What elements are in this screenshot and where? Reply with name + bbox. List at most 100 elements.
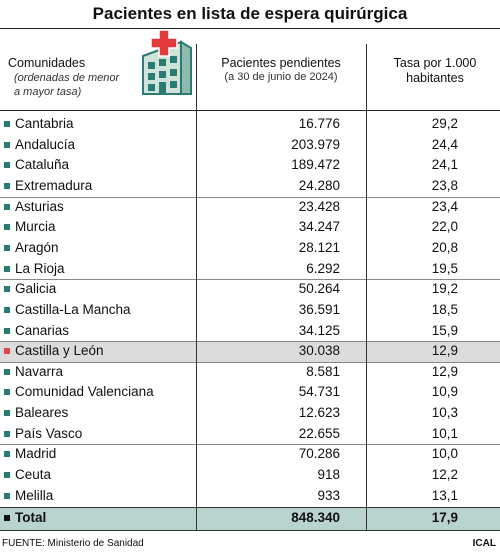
bullet bbox=[4, 348, 10, 355]
total-rate: 17,9 bbox=[431, 510, 458, 526]
bullet bbox=[4, 121, 10, 127]
bullet bbox=[4, 410, 10, 417]
row-rate: 10,0 bbox=[431, 446, 458, 462]
row-name: Asturias bbox=[15, 198, 64, 214]
row-rate: 10,1 bbox=[431, 425, 458, 441]
bullet bbox=[4, 306, 10, 313]
title-rule bbox=[0, 28, 500, 29]
bullet bbox=[4, 515, 10, 522]
row-name: Canarias bbox=[15, 322, 70, 338]
row-rule bbox=[0, 361, 500, 363]
row-patients: 6.292 bbox=[306, 260, 340, 276]
row-name: Comunidad Valenciana bbox=[15, 384, 154, 400]
row-name: Castilla-La Mancha bbox=[15, 301, 131, 317]
row-patients: 30.038 bbox=[298, 343, 340, 359]
row-rate: 12,9 bbox=[431, 363, 458, 379]
bullet bbox=[4, 141, 10, 148]
source: FUENTE: Ministerio de Sanidad bbox=[2, 538, 144, 549]
bullet bbox=[4, 203, 10, 210]
row-rule bbox=[0, 196, 500, 198]
credit: ICAL bbox=[472, 538, 496, 549]
bullet bbox=[4, 286, 10, 293]
row-patients: 24.280 bbox=[298, 177, 340, 193]
col-title: Pacientes pendientes bbox=[221, 56, 341, 70]
bullet bbox=[4, 492, 10, 499]
row-name: Navarra bbox=[15, 363, 64, 379]
highlight-row bbox=[0, 341, 500, 362]
row-rate: 12,9 bbox=[431, 343, 458, 359]
total-label: Total bbox=[15, 510, 47, 526]
row-rule bbox=[0, 444, 500, 446]
bullet bbox=[4, 182, 10, 189]
bullet bbox=[4, 389, 10, 396]
row-name: Murcia bbox=[15, 219, 56, 235]
row-patients: 28.121 bbox=[298, 239, 340, 255]
bullet bbox=[4, 368, 10, 375]
row-patients: 34.247 bbox=[298, 219, 340, 235]
bullet bbox=[4, 162, 10, 169]
row-name: País Vasco bbox=[15, 425, 83, 441]
bullet bbox=[4, 430, 10, 437]
row-rate: 24,4 bbox=[431, 136, 458, 152]
total-row bbox=[0, 507, 500, 532]
row-patients: 54.731 bbox=[298, 384, 340, 400]
row-name: Baleares bbox=[15, 405, 69, 421]
col-title: Comunidades bbox=[8, 56, 86, 70]
row-patients: 918 bbox=[317, 467, 340, 483]
bullet bbox=[4, 472, 10, 479]
row-rate: 18,5 bbox=[431, 301, 458, 317]
row-rate: 24,1 bbox=[431, 157, 458, 173]
row-name: Extremadura bbox=[15, 177, 93, 193]
row-patients: 22.655 bbox=[298, 425, 340, 441]
row-rate: 13,1 bbox=[431, 487, 458, 503]
row-rate: 19,5 bbox=[431, 260, 458, 276]
header-rule bbox=[0, 110, 500, 111]
row-patients: 16.776 bbox=[298, 116, 340, 131]
total-patients: 848.340 bbox=[291, 510, 340, 526]
bullet bbox=[4, 224, 10, 231]
row-name: Ceuta bbox=[15, 467, 52, 483]
row-rule bbox=[0, 341, 500, 343]
row-patients: 34.125 bbox=[298, 322, 340, 338]
row-name: Cataluña bbox=[15, 157, 70, 173]
row-name: Aragón bbox=[15, 239, 59, 255]
bullet bbox=[4, 327, 10, 334]
row-rate: 10,9 bbox=[431, 384, 458, 400]
row-name: Madrid bbox=[15, 446, 57, 462]
row-patients: 189.472 bbox=[291, 157, 340, 173]
title: Pacientes en lista de espera quirúrgica bbox=[92, 4, 408, 23]
bullet bbox=[4, 265, 10, 272]
row-rate: 23,8 bbox=[431, 177, 458, 193]
row-rate: 22,0 bbox=[431, 219, 458, 235]
row-rate: 20,8 bbox=[431, 239, 458, 255]
row-rate: 10,3 bbox=[431, 405, 458, 421]
row-patients: 8.581 bbox=[306, 363, 340, 379]
row-rule bbox=[0, 279, 500, 281]
row-patients: 36.591 bbox=[298, 301, 340, 317]
row-name: Melilla bbox=[15, 487, 54, 503]
row-name: Andalucía bbox=[15, 136, 76, 152]
row-rate: 12,2 bbox=[431, 467, 458, 483]
row-patients: 70.286 bbox=[298, 446, 340, 462]
col-title: Tasa por 1.000 habitantes bbox=[393, 56, 477, 85]
row-patients: 203.979 bbox=[291, 136, 340, 152]
row-patients: 12.623 bbox=[298, 405, 340, 421]
row-patients: 23.428 bbox=[298, 198, 340, 214]
row-name: Cantabria bbox=[15, 116, 74, 131]
row-name: Galicia bbox=[15, 281, 57, 297]
bullet bbox=[4, 451, 10, 458]
hospital-icon bbox=[142, 29, 192, 95]
row-patients: 50.264 bbox=[298, 281, 340, 297]
row-rate: 19,2 bbox=[431, 281, 458, 297]
column-rule bbox=[366, 44, 367, 531]
row-rate: 29,2 bbox=[431, 116, 458, 131]
column-rule bbox=[196, 44, 197, 531]
row-rate: 15,9 bbox=[431, 322, 458, 338]
col-subtitle: (a 30 de junio de 2024) bbox=[224, 71, 338, 83]
row-rate: 23,4 bbox=[431, 198, 458, 214]
bullet bbox=[4, 244, 10, 251]
row-name: La Rioja bbox=[15, 260, 65, 276]
row-patients: 933 bbox=[317, 487, 340, 503]
col-subtitle: (ordenadas de menor a mayor tasa) bbox=[14, 72, 120, 98]
